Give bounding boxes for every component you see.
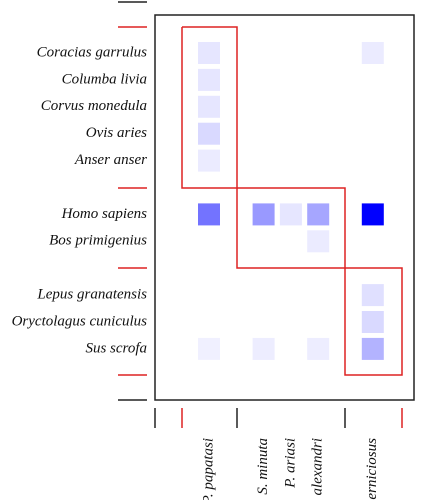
heat-cell [361, 284, 384, 307]
column-label: P. perniciosus [364, 438, 380, 500]
heat-cell [361, 42, 384, 64]
heat-cell [198, 149, 220, 172]
row-label: Homo sapiens [61, 206, 148, 222]
heat-cell [198, 42, 220, 64]
bottom-ticks [154, 408, 403, 428]
row-label: Coracias garrulus [37, 44, 148, 60]
row-label: Bos primigenius [49, 233, 147, 249]
heat-cell [307, 203, 330, 226]
heat-cell [198, 337, 220, 360]
heat-cell [198, 68, 220, 91]
heat-cell [307, 337, 330, 360]
left-ticks [118, 1, 147, 401]
column-label: P. ariasi [282, 438, 298, 489]
group-box [236, 187, 346, 269]
column-label: P. alexandri [310, 438, 326, 500]
row-label: Anser anser [74, 152, 147, 168]
row-label: Oryctolagus cuniculus [12, 313, 148, 329]
heat-cell [361, 203, 384, 226]
heat-cell [361, 311, 384, 333]
heat-cell [198, 122, 220, 145]
heat-cell [279, 203, 302, 226]
row-label: Ovis aries [86, 125, 147, 141]
heat-cell [252, 337, 275, 360]
heat-cell [252, 203, 275, 226]
group-box [344, 267, 403, 376]
column-label: S. minuta [255, 438, 271, 495]
plot-frame [154, 14, 415, 401]
heat-cell [198, 203, 220, 226]
row-label: Lepus granatensis [36, 287, 147, 303]
group-boxes [181, 26, 403, 376]
heat-cell [361, 337, 384, 360]
column-label: P. papatasi [200, 438, 216, 500]
row-label: Columba livia [62, 71, 147, 87]
heat-cell [198, 95, 220, 118]
row-label: Corvus monedula [41, 98, 147, 114]
heat-cell [307, 230, 330, 253]
row-label: Sus scrofa [85, 340, 147, 356]
